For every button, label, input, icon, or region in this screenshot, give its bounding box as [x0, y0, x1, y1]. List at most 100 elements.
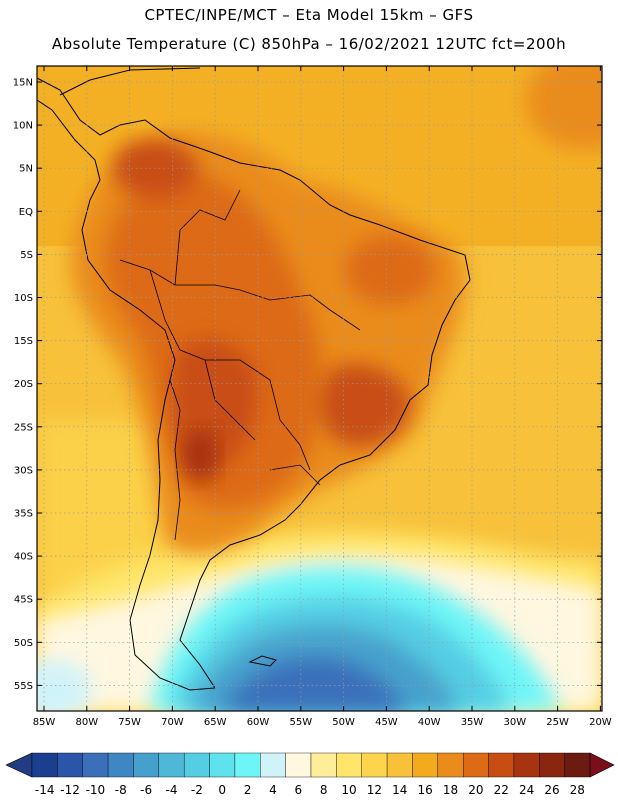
- ne-brazil-hot: [345, 235, 435, 305]
- colorbar-label: -2: [191, 783, 203, 797]
- colorbar-label: 18: [443, 783, 458, 797]
- colorbar-swatch: [539, 752, 565, 778]
- colorbar-label: -12: [60, 783, 80, 797]
- colorbar-swatch: [285, 752, 312, 778]
- colorbar-label: 16: [417, 783, 432, 797]
- lon-label: 75W: [118, 717, 141, 728]
- colorbar-swatch: [183, 752, 210, 778]
- lat-label: 50S: [14, 638, 33, 649]
- colorbar-label: 28: [570, 783, 585, 797]
- colorbar-label: 4: [269, 783, 277, 797]
- lat-label: 30S: [14, 465, 33, 476]
- colorbar-swatch: [361, 752, 388, 778]
- map-frame: [36, 65, 603, 712]
- lat-label: 15S: [14, 336, 33, 347]
- lon-label: 65W: [204, 717, 227, 728]
- lat-label: 55S: [14, 681, 33, 692]
- lat-label: 35S: [14, 509, 33, 520]
- latitude-labels: 15N 10N 5N EQ 5S 10S 15S 20S 25S 30S 35S 40S 45S 50S 5…: [13, 78, 33, 692]
- lat-label: 5S: [20, 250, 33, 261]
- colorbar-swatch: [107, 752, 134, 778]
- lon-label: 25W: [546, 717, 569, 728]
- south-america-coast: [37, 77, 471, 691]
- colorbar-label: 24: [519, 783, 534, 797]
- colorbar-over-arrow: [589, 752, 615, 778]
- colorbar-swatch: [564, 752, 591, 778]
- colorbar-swatch: [209, 752, 236, 778]
- colorbar-swatch: [234, 752, 261, 778]
- lon-label: 70W: [161, 717, 184, 728]
- lon-label: 60W: [247, 717, 270, 728]
- colorbar-swatch: [158, 752, 185, 778]
- falkland-islands: [248, 655, 277, 667]
- colorbar-label: -8: [115, 783, 127, 797]
- colorbar-label: 0: [218, 783, 226, 797]
- country-borders: [119, 189, 361, 541]
- bolivia-paraguay-border: [204, 359, 256, 441]
- colorbar-label: 20: [468, 783, 483, 797]
- argentina-hotspot: [182, 429, 218, 481]
- central-america-coast: [59, 67, 201, 96]
- colorbar-swatch: [31, 752, 58, 778]
- lon-label: 20W: [589, 717, 612, 728]
- lon-label: 50W: [332, 717, 355, 728]
- colorbar-label: -6: [140, 783, 152, 797]
- se-brazil-hot: [319, 364, 410, 446]
- colorbar-label: 14: [392, 783, 407, 797]
- colorbar-label: 26: [544, 783, 559, 797]
- colorbar-label: 6: [294, 783, 302, 797]
- colorbar-swatch: [133, 752, 160, 778]
- colorbar-label: 12: [367, 783, 382, 797]
- colorbar-swatch: [513, 752, 540, 778]
- lat-label: 40S: [14, 552, 33, 563]
- lon-label: 55W: [289, 717, 312, 728]
- colorbar-swatch: [260, 752, 286, 778]
- ne-warm-patch: [525, 66, 602, 150]
- colorbar-swatch: [310, 752, 337, 778]
- lon-label: 85W: [33, 717, 56, 728]
- lat-label: 10N: [13, 121, 33, 132]
- colorbar-swatch: [386, 752, 413, 778]
- lat-label: 20S: [14, 379, 33, 390]
- colorbar-label: -10: [86, 783, 106, 797]
- chile-argentina-border: [169, 379, 181, 541]
- colorbar-under-arrow: [5, 752, 33, 778]
- axis-ticks: [37, 66, 602, 711]
- colorbar-label: 10: [341, 783, 356, 797]
- cold-core-3: [220, 657, 405, 711]
- colorbar-swatch: [412, 752, 439, 778]
- colorbar-swatch: [462, 752, 489, 778]
- colombia-hot: [113, 139, 200, 199]
- lon-label: 30W: [503, 717, 526, 728]
- colorbar-label: 22: [494, 783, 509, 797]
- map-title-line1: CPTEC/INPE/MCT – Eta Model 15km – GFS: [144, 6, 474, 24]
- lat-label: 10S: [14, 293, 33, 304]
- temperature-field: [37, 66, 602, 711]
- lon-label: 45W: [375, 717, 398, 728]
- colorbar-swatch: [57, 752, 83, 778]
- brazil-west-border: [149, 269, 311, 471]
- lat-label: EQ: [19, 207, 33, 218]
- lat-label: 15N: [13, 78, 33, 89]
- lat-label: 45S: [14, 595, 33, 606]
- uruguay-border: [269, 464, 321, 486]
- lon-label: 80W: [75, 717, 98, 728]
- longitude-labels: 85W 80W 75W 70W 65W 60W 55W 50W 45W 40W 35W 30W 25W 2…: [33, 717, 612, 728]
- colombia-border: [174, 189, 241, 286]
- colorbar-swatch: [82, 752, 109, 778]
- map-title-line2: Absolute Temperature (C) 850hPa – 16/02/…: [51, 35, 567, 53]
- lat-label: 25S: [14, 422, 33, 433]
- lat-label: 5N: [19, 164, 33, 175]
- brazil-north-border: [119, 259, 361, 331]
- colorbar: [5, 752, 615, 778]
- colorbar-swatch: [437, 752, 464, 778]
- colorbar-label: 8: [320, 783, 328, 797]
- lon-label: 40W: [418, 717, 441, 728]
- colorbar-label: -14: [35, 783, 55, 797]
- coastlines: [37, 67, 471, 691]
- colorbar-labels: -14 -12 -10 -8 -6 -4 -2 0 2 4 6 8 10 12 14 16 18 20 22 24 26…: [35, 783, 585, 797]
- lon-label: 35W: [461, 717, 484, 728]
- colorbar-swatch: [336, 752, 362, 778]
- colorbar-label: -4: [166, 783, 178, 797]
